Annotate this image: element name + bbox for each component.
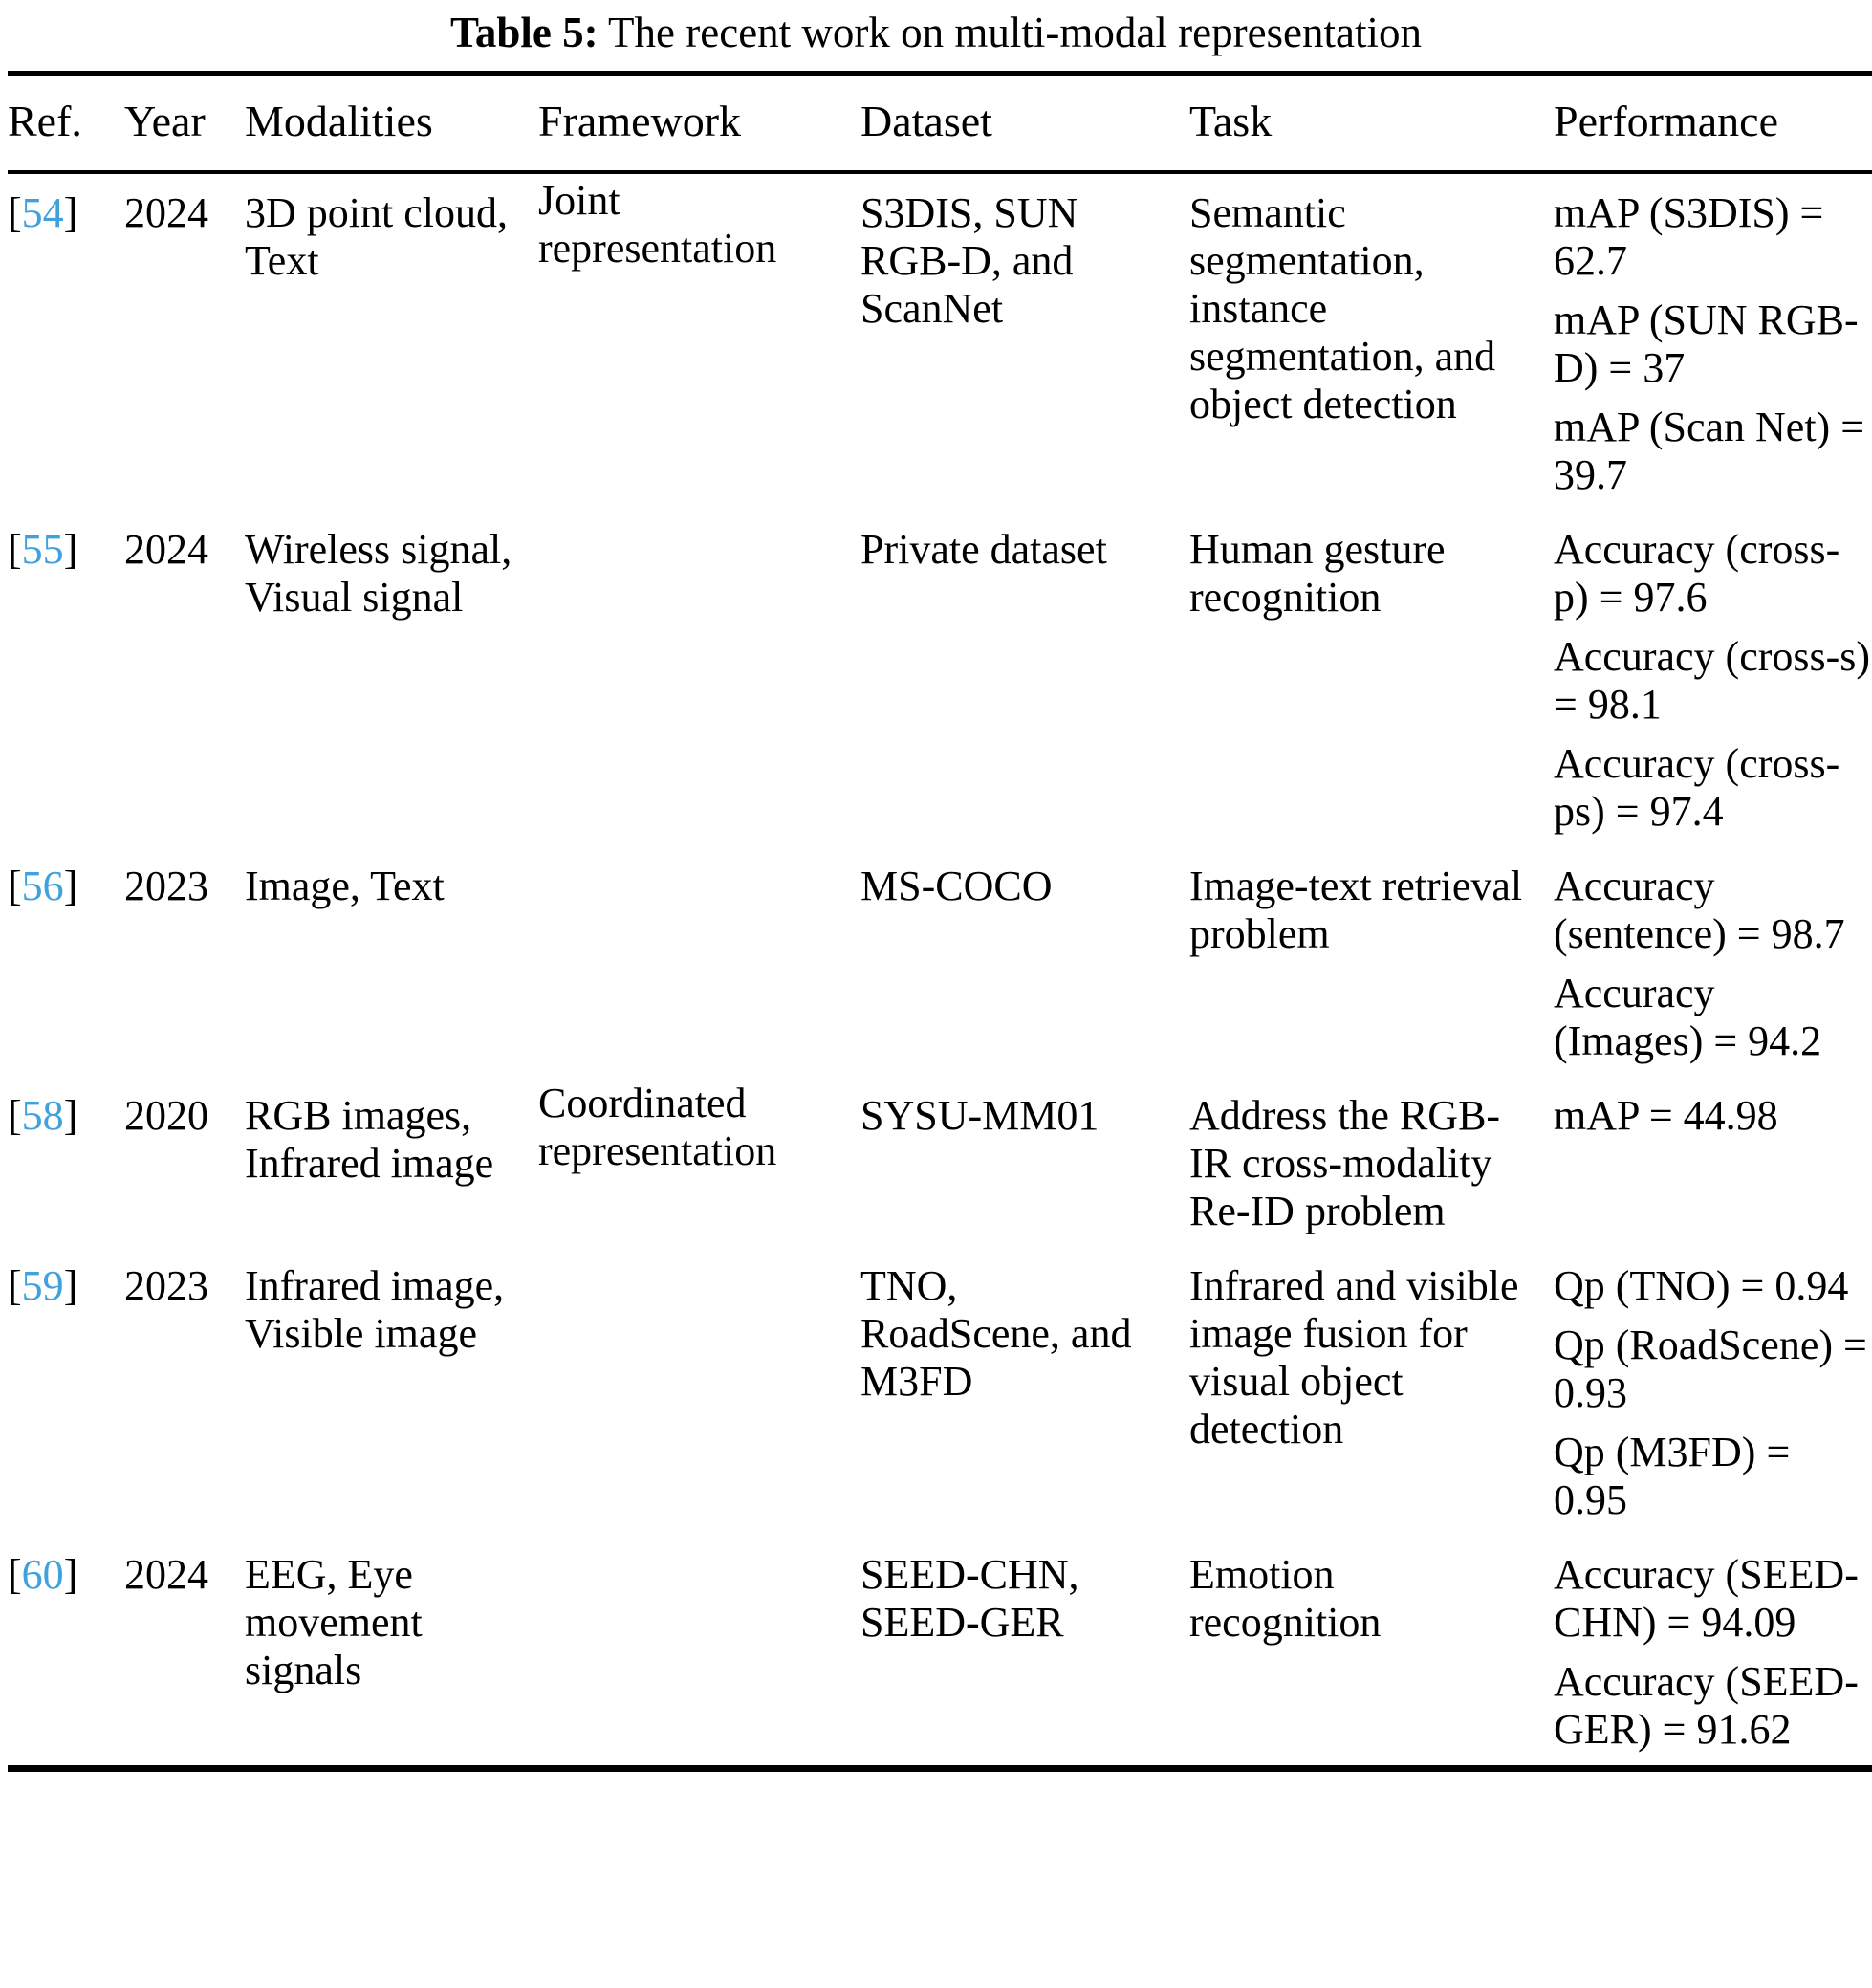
ref-cell: [59] — [8, 1247, 124, 1536]
year-cell: 2024 — [124, 189, 208, 236]
modalities-cell: 3D point cloud, Text — [245, 189, 508, 284]
citation-bracket-open: [ — [8, 863, 22, 909]
column-header-framework: Framework — [538, 74, 860, 174]
performance-cell: mAP = 44.98 — [1554, 1077, 1872, 1247]
modalities-cell: Image, Text — [245, 863, 445, 909]
framework-cell: Joint representation — [538, 172, 860, 511]
citation-bracket-open: [ — [8, 1262, 22, 1309]
table-row: [55] 2024 Wireless signal, Visual signal… — [8, 511, 1872, 847]
performance-item: Qp (RoadScene) = 0.93 — [1554, 1322, 1867, 1416]
citation-bracket-close: ] — [63, 189, 78, 236]
task-cell: Emotion recognition — [1189, 1551, 1382, 1646]
dataset-cell: MS-COCO — [860, 863, 1053, 909]
task-cell: Infrared and visible image fusion for vi… — [1189, 1262, 1519, 1453]
citation-bracket-open: [ — [8, 189, 22, 236]
citation-ref-link[interactable]: 60 — [21, 1551, 64, 1598]
performance-cell: Accuracy (cross-p) = 97.6 Accuracy (cross… — [1554, 511, 1872, 847]
performance-cell: Qp (TNO) = 0.94 Qp (RoadScene) = 0.93 Qp (… — [1554, 1247, 1872, 1536]
performance-item: Accuracy (cross-ps) = 97.4 — [1554, 740, 1840, 835]
framework-cell — [538, 847, 860, 1077]
modalities-cell: Infrared image, Visible image — [245, 1262, 505, 1357]
column-header-performance: Performance — [1554, 74, 1872, 174]
citation-ref-link[interactable]: 54 — [21, 189, 64, 236]
framework-text: Joint representation — [538, 177, 777, 272]
dataset-cell: SYSU-MM01 — [860, 1092, 1099, 1139]
citation-bracket-close: ] — [63, 1092, 78, 1139]
framework-cell: Coordinated representation — [538, 1077, 860, 1247]
table-caption: Table 5: The recent work on multi-modal … — [0, 0, 1872, 71]
dataset-cell: SEED-CHN, SEED-GER — [860, 1551, 1079, 1646]
ref-cell: [56] — [8, 847, 124, 1077]
citation-bracket-close: ] — [63, 526, 78, 573]
citation-ref-link[interactable]: 56 — [21, 863, 64, 909]
framework-cell — [538, 1536, 860, 1769]
year-cell: 2020 — [124, 1092, 208, 1139]
ref-cell: [60] — [8, 1536, 124, 1769]
citation-ref-link[interactable]: 59 — [21, 1262, 64, 1309]
table-row: [58] 2020 RGB images, Infrared image Coo… — [8, 1077, 1872, 1247]
multimodal-representation-table: Ref. Year Modalities Framework Dataset T… — [8, 71, 1872, 1772]
performance-cell: Accuracy (SEED-CHN) = 94.09 Accuracy (SEE… — [1554, 1536, 1872, 1769]
year-cell: 2023 — [124, 1262, 208, 1309]
dataset-cell: TNO, RoadScene, and M3FD — [860, 1262, 1132, 1405]
task-cell: Semantic segmentation, instance segmenta… — [1189, 189, 1496, 427]
performance-item: mAP = 44.98 — [1554, 1092, 1778, 1139]
citation-ref-link[interactable]: 55 — [21, 526, 64, 573]
performance-item: Qp (M3FD) = 0.95 — [1554, 1429, 1791, 1523]
citation-bracket-close: ] — [63, 863, 78, 909]
citation-bracket-close: ] — [63, 1551, 78, 1598]
column-header-dataset: Dataset — [860, 74, 1189, 174]
citation-ref-link[interactable]: 58 — [21, 1092, 64, 1139]
performance-item: Accuracy (SEED-CHN) = 94.09 — [1554, 1551, 1859, 1646]
citation-bracket-close: ] — [63, 1262, 78, 1309]
dataset-cell: Private dataset — [860, 526, 1107, 573]
column-header-ref: Ref. — [8, 74, 124, 174]
performance-cell: Accuracy (sentence) = 98.7 Accuracy (Imag… — [1554, 847, 1872, 1077]
citation-bracket-open: [ — [8, 1551, 22, 1598]
table-row: [60] 2024 EEG, Eye movement signals SEED… — [8, 1536, 1872, 1769]
year-cell: 2023 — [124, 863, 208, 909]
modalities-cell: Wireless signal, Visual signal — [245, 526, 512, 621]
performance-item: Accuracy (cross-s) = 98.1 — [1554, 633, 1871, 728]
table-row: [59] 2023 Infrared image, Visible image … — [8, 1247, 1872, 1536]
column-header-task: Task — [1189, 74, 1554, 174]
modalities-cell: EEG, Eye movement signals — [245, 1551, 423, 1693]
citation-bracket-open: [ — [8, 526, 22, 573]
task-cell: Image-text retrieval problem — [1189, 863, 1523, 957]
framework-cell — [538, 511, 860, 847]
dataset-cell: S3DIS, SUN RGB-D, and ScanNet — [860, 189, 1078, 332]
performance-item: mAP (Scan Net) = 39.7 — [1554, 404, 1865, 498]
performance-item: Accuracy (cross-p) = 97.6 — [1554, 526, 1840, 621]
performance-item: Qp (TNO) = 0.94 — [1554, 1262, 1849, 1309]
performance-item: mAP (S3DIS) = 62.7 — [1554, 189, 1824, 284]
performance-item: mAP (SUN RGB-D) = 37 — [1554, 296, 1859, 391]
modalities-cell: RGB images, Infrared image — [245, 1092, 494, 1187]
year-cell: 2024 — [124, 1551, 208, 1598]
performance-item: Accuracy (SEED-GER) = 91.62 — [1554, 1658, 1859, 1753]
performance-item: Accuracy (sentence) = 98.7 — [1554, 863, 1845, 957]
table-header-row: Ref. Year Modalities Framework Dataset T… — [8, 74, 1872, 174]
table-caption-label: Table 5: — [449, 9, 599, 56]
task-cell: Address the RGB-IR cross-modality Re-ID … — [1189, 1092, 1501, 1234]
citation-bracket-open: [ — [8, 1092, 22, 1139]
performance-item: Accuracy (Images) = 94.2 — [1554, 970, 1822, 1064]
task-cell: Human gesture recognition — [1189, 526, 1446, 621]
performance-cell: mAP (S3DIS) = 62.7 mAP (SUN RGB-D) = 37 mA… — [1554, 172, 1872, 511]
ref-cell: [54] — [8, 172, 124, 511]
table-caption-text: The recent work on multi-modal represent… — [608, 9, 1423, 56]
ref-cell: [55] — [8, 511, 124, 847]
table-row: [56] 2023 Image, Text MS-COCO Image-text… — [8, 847, 1872, 1077]
column-header-modalities: Modalities — [245, 74, 538, 174]
table-row: [54] 2024 3D point cloud, Text Joint rep… — [8, 172, 1872, 511]
year-cell: 2024 — [124, 526, 208, 573]
framework-text: Coordinated representation — [538, 1080, 777, 1174]
framework-cell — [538, 1247, 860, 1536]
ref-cell: [58] — [8, 1077, 124, 1247]
column-header-year: Year — [124, 74, 245, 174]
